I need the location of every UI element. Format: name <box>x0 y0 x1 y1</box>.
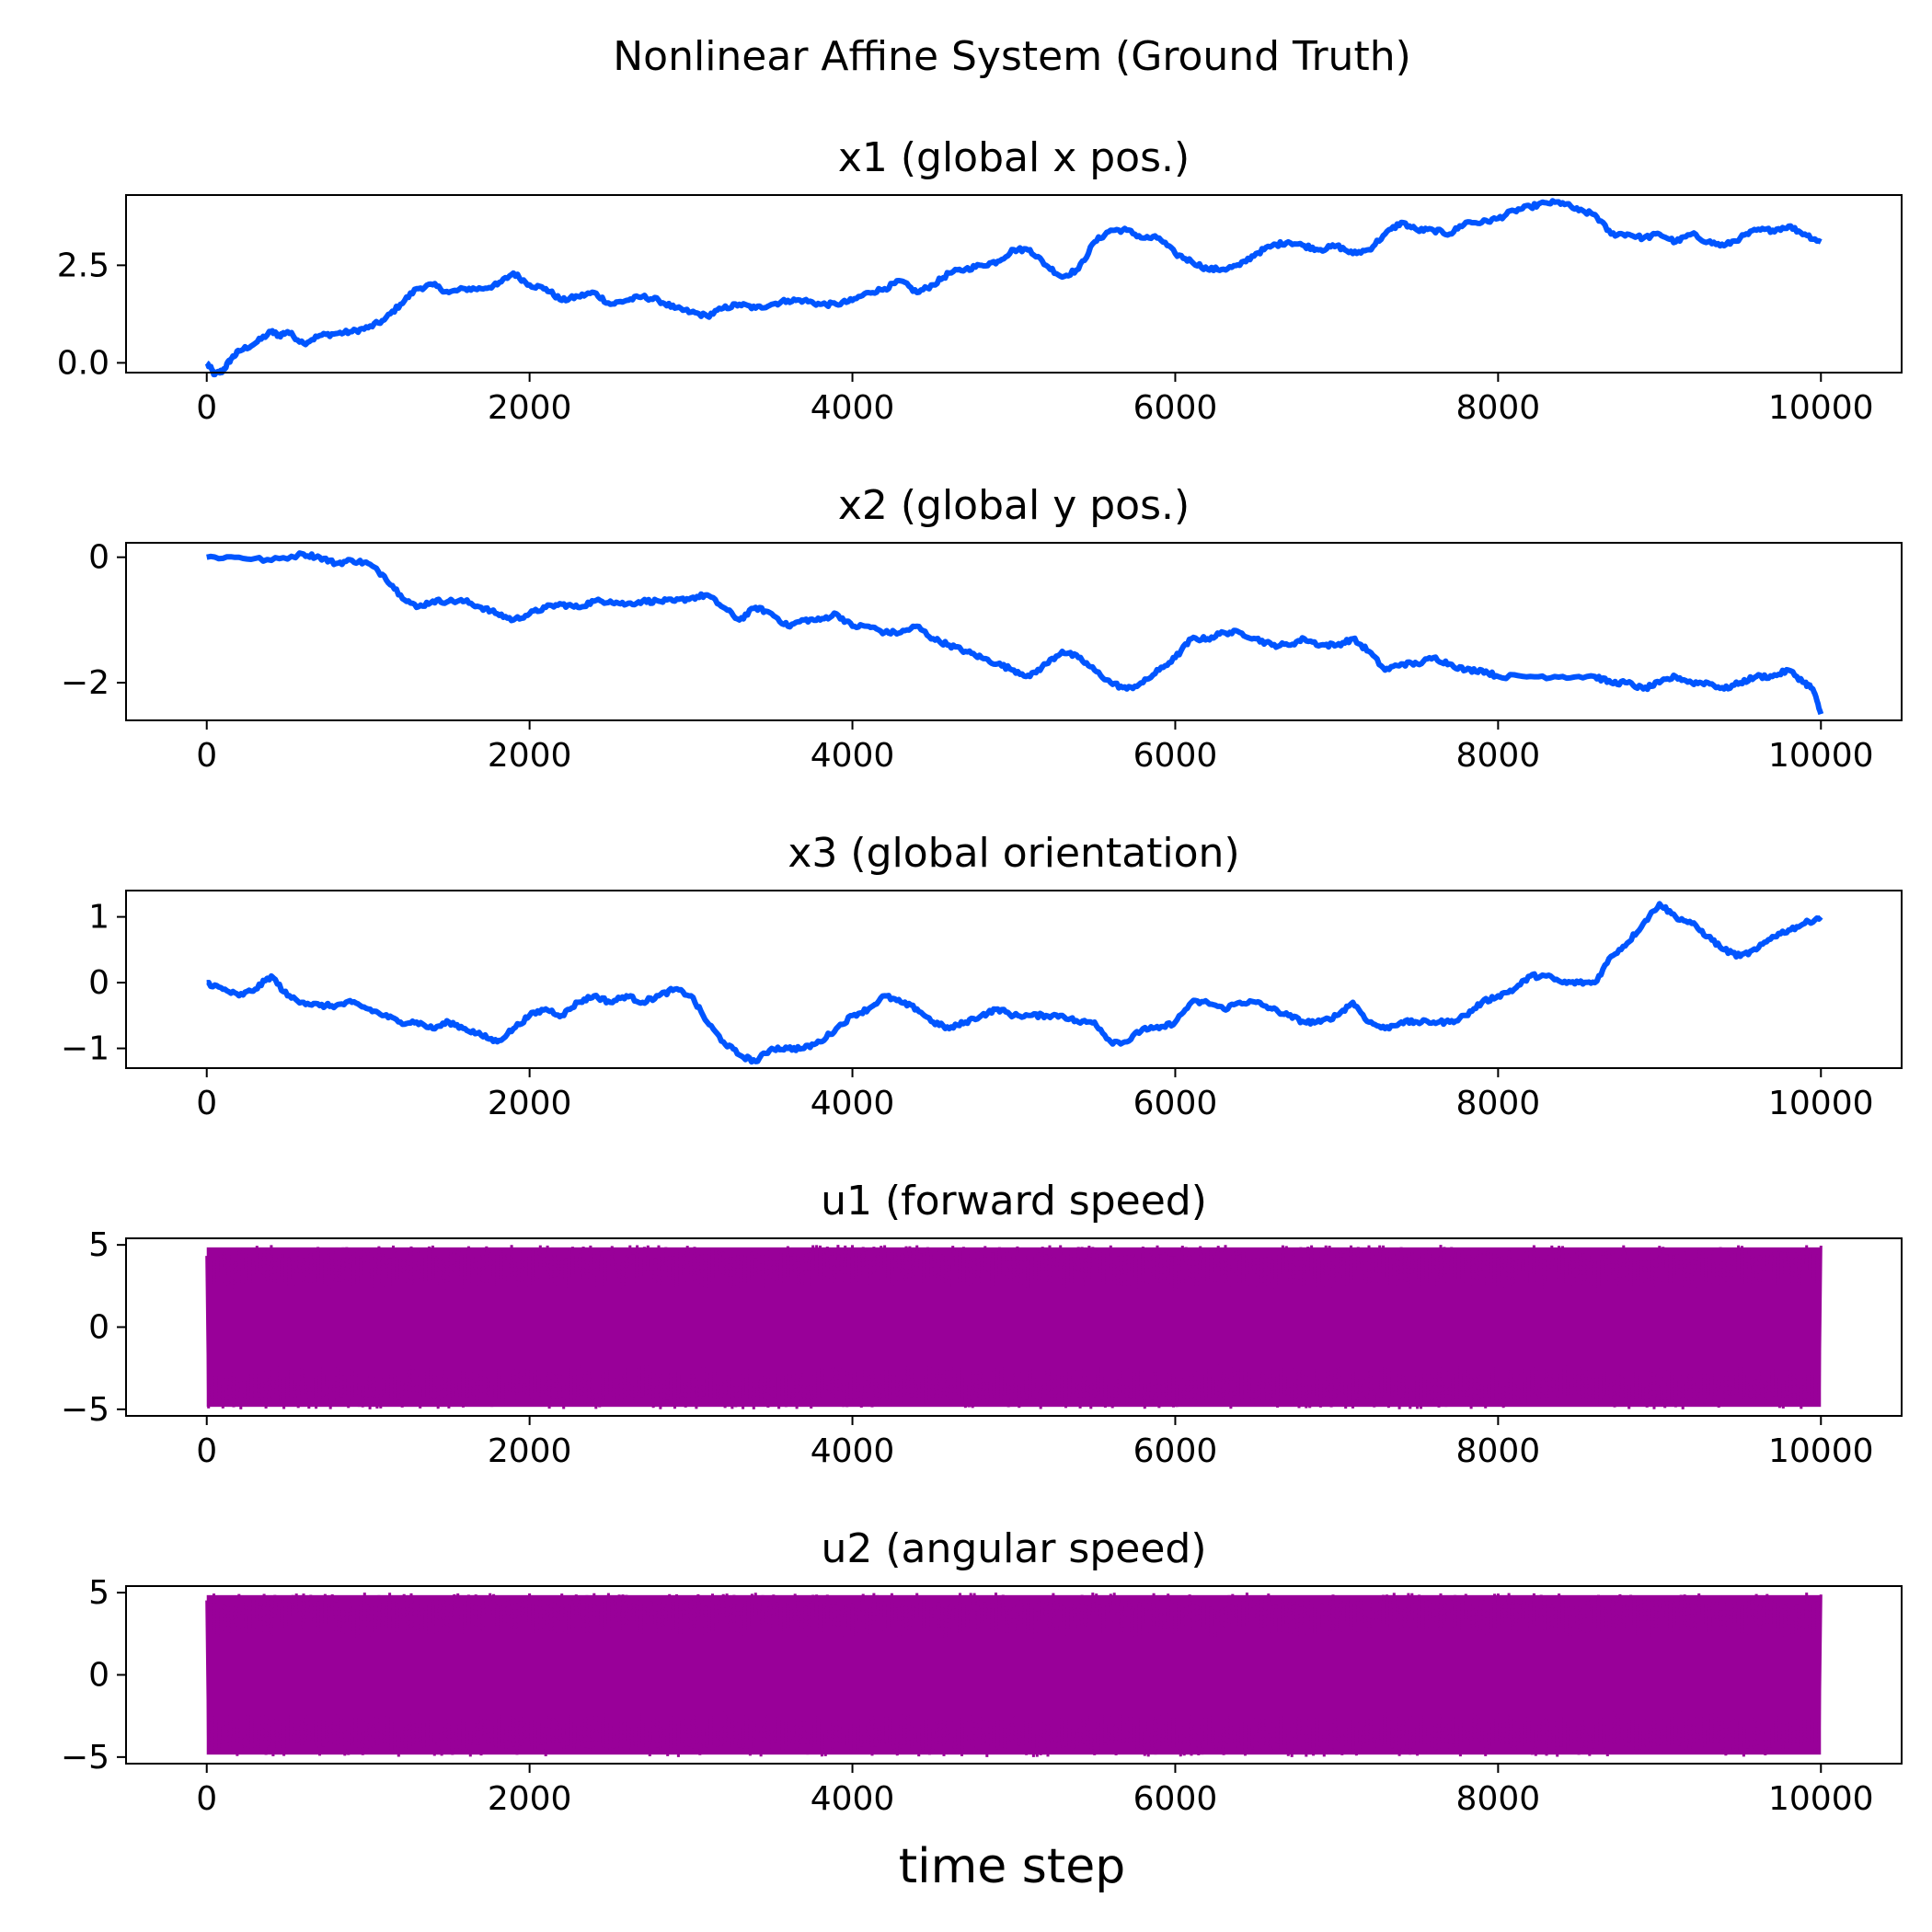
x-tick-label: 8000 <box>1456 1085 1541 1122</box>
y-tick-label: 0 <box>88 964 109 1002</box>
x-tick-label: 8000 <box>1456 1432 1541 1470</box>
y-tick-label: 1 <box>88 899 109 937</box>
x-tick-label: 6000 <box>1133 1432 1218 1470</box>
x-tick-label: 6000 <box>1133 1780 1218 1818</box>
y-tick-label: 2.5 <box>57 247 109 284</box>
x-tick-label: 2000 <box>488 1780 572 1818</box>
axes-frame <box>125 890 1903 1069</box>
x-tick-label: 4000 <box>811 1780 895 1818</box>
subplots: x1 (global x pos.)0 2000 4000 6000 8000 10000… <box>57 134 1903 1818</box>
panel-title: x3 (global orientation) <box>788 830 1239 877</box>
x3-panel: x3 (global orientation) 0 2000 4000 6000 8000… <box>61 830 1903 1122</box>
y-tick-label: −1 <box>61 1030 109 1068</box>
x-tick-label: 10000 <box>1768 389 1874 427</box>
y-tick-label: 5 <box>88 1574 109 1612</box>
x-tick-label: 4000 <box>811 737 895 775</box>
x-tick-label: 6000 <box>1133 1085 1218 1122</box>
x-tick-label: 4000 <box>811 389 895 427</box>
panel-title: x2 (global y pos.) <box>838 482 1190 529</box>
x-tick-label: 2000 <box>488 737 572 775</box>
y-tick-label: 0 <box>88 1657 109 1695</box>
x-tick-label: 10000 <box>1768 737 1874 775</box>
x-tick-label: 8000 <box>1456 1780 1541 1818</box>
panel-title: x1 (global x pos.) <box>838 134 1190 181</box>
panel-title: u2 (angular speed) <box>821 1525 1206 1572</box>
x-tick-label: 0 <box>196 1780 217 1818</box>
series-line <box>206 550 1824 716</box>
y-tick-label: −2 <box>61 664 109 702</box>
signal-line <box>205 1593 1823 1757</box>
u2-panel: u2 (angular speed) 0 2000 4000 6000 8000 10000… <box>61 1525 1903 1818</box>
x-tick-label: 4000 <box>811 1432 895 1470</box>
y-tick-label: 0 <box>88 539 109 577</box>
x-tick-label: 10000 <box>1768 1432 1874 1470</box>
x-tick-label: 0 <box>196 1432 217 1470</box>
x-tick-label: 6000 <box>1133 737 1218 775</box>
series-line <box>205 901 1823 1065</box>
x-tick-label: 2000 <box>488 389 572 427</box>
y-tick-label: 5 <box>88 1226 109 1264</box>
y-tick-label: 0.0 <box>57 344 109 382</box>
axes-frame <box>125 194 1903 374</box>
series-line <box>204 198 1823 378</box>
x-tick-label: 8000 <box>1456 737 1541 775</box>
x-tick-label: 6000 <box>1133 389 1218 427</box>
u1-panel: u1 (forward speed) 0 2000 4000 6000 8000 10000… <box>61 1178 1903 1470</box>
axes-frame <box>125 542 1903 721</box>
figure-title: Nonlinear Affine System (Ground Truth) <box>613 33 1411 80</box>
x-tick-label: 10000 <box>1768 1085 1874 1122</box>
y-tick-label: 0 <box>88 1309 109 1347</box>
x-tick-label: 0 <box>196 389 217 427</box>
x-tick-label: 0 <box>196 737 217 775</box>
x-tick-label: 0 <box>196 1085 217 1122</box>
signal-line <box>205 1245 1823 1409</box>
y-tick-label: −5 <box>61 1391 109 1429</box>
x-tick-label: 2000 <box>488 1432 572 1470</box>
x-axis-label: time step <box>899 1839 1126 1894</box>
x-tick-label: 4000 <box>811 1085 895 1122</box>
x2-panel: x2 (global y pos.) 0 2000 4000 6000 8000 10000… <box>61 482 1903 775</box>
x-tick-label: 10000 <box>1768 1780 1874 1818</box>
x-tick-label: 2000 <box>488 1085 572 1122</box>
x-tick-label: 8000 <box>1456 389 1541 427</box>
y-tick-label: −5 <box>61 1739 109 1777</box>
x1-panel: x1 (global x pos.) 0 2000 4000 6000 8000 10000… <box>57 134 1903 427</box>
panel-title: u1 (forward speed) <box>821 1178 1207 1225</box>
